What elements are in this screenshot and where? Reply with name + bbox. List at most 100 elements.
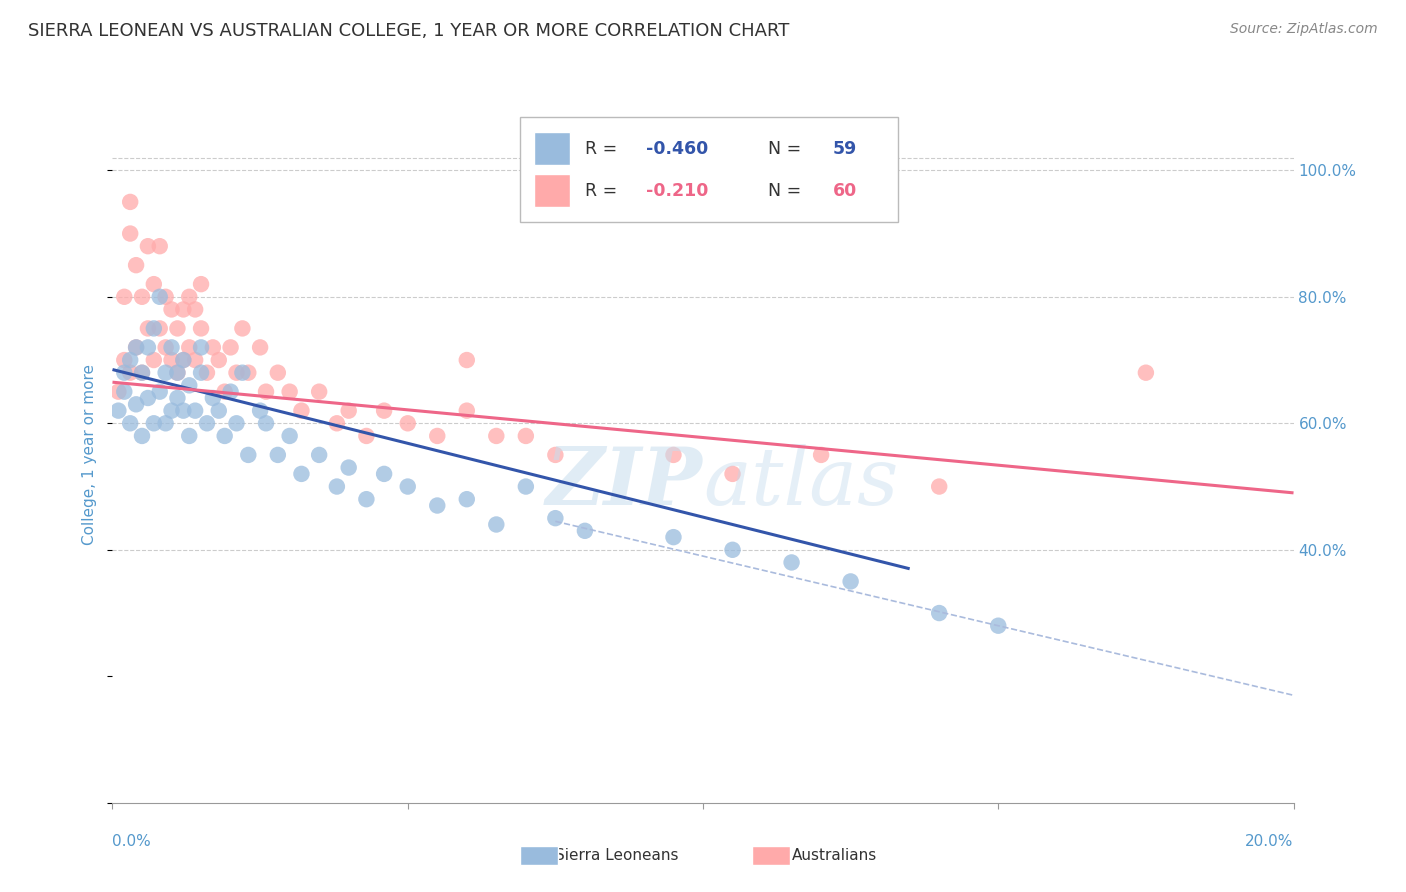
Point bbox=[928, 606, 950, 620]
Point bbox=[544, 511, 567, 525]
Point bbox=[356, 429, 378, 443]
Point bbox=[179, 340, 201, 354]
Text: 20.0%: 20.0% bbox=[1246, 834, 1294, 849]
Point bbox=[107, 384, 129, 399]
Point bbox=[987, 618, 1010, 632]
Point bbox=[721, 467, 744, 481]
Point bbox=[172, 353, 194, 368]
Point bbox=[120, 353, 142, 368]
Point bbox=[337, 460, 360, 475]
Point bbox=[125, 340, 148, 354]
Point bbox=[208, 353, 231, 368]
Point bbox=[249, 403, 271, 417]
Point bbox=[485, 429, 508, 443]
Point bbox=[172, 353, 194, 368]
Point bbox=[373, 403, 395, 417]
Point bbox=[356, 492, 378, 507]
Point bbox=[662, 530, 685, 544]
Point bbox=[136, 321, 159, 335]
Point bbox=[155, 290, 177, 304]
Text: 60: 60 bbox=[832, 182, 858, 200]
Point bbox=[149, 384, 172, 399]
Point bbox=[195, 366, 218, 380]
Point bbox=[120, 194, 142, 209]
Point bbox=[112, 290, 135, 304]
Point bbox=[166, 366, 188, 380]
Text: 59: 59 bbox=[832, 140, 858, 158]
Point bbox=[112, 366, 135, 380]
Point bbox=[426, 499, 449, 513]
Text: Source: ZipAtlas.com: Source: ZipAtlas.com bbox=[1230, 22, 1378, 37]
Point bbox=[214, 429, 236, 443]
Point bbox=[160, 353, 183, 368]
Point bbox=[219, 340, 242, 354]
Point bbox=[456, 403, 478, 417]
Point bbox=[254, 384, 277, 399]
Point bbox=[131, 429, 153, 443]
FancyBboxPatch shape bbox=[520, 118, 898, 222]
Point bbox=[166, 321, 188, 335]
Point bbox=[136, 340, 159, 354]
Point bbox=[326, 479, 349, 493]
Point bbox=[721, 542, 744, 557]
Point bbox=[112, 353, 135, 368]
Point bbox=[238, 448, 260, 462]
Point bbox=[155, 417, 177, 431]
Point bbox=[142, 277, 165, 292]
Point bbox=[290, 467, 312, 481]
Point bbox=[396, 417, 419, 431]
Point bbox=[184, 403, 207, 417]
Text: -0.210: -0.210 bbox=[647, 182, 709, 200]
Point bbox=[190, 277, 212, 292]
Point bbox=[278, 429, 301, 443]
Point bbox=[254, 417, 277, 431]
Point bbox=[120, 417, 142, 431]
Text: N =: N = bbox=[768, 182, 807, 200]
Point bbox=[112, 384, 135, 399]
Point bbox=[225, 417, 247, 431]
Point bbox=[214, 384, 236, 399]
Point bbox=[426, 429, 449, 443]
Point bbox=[131, 290, 153, 304]
Point bbox=[231, 366, 253, 380]
Point bbox=[1135, 366, 1157, 380]
Bar bbox=[534, 132, 569, 166]
Point bbox=[839, 574, 862, 589]
Point bbox=[142, 353, 165, 368]
Point bbox=[107, 403, 129, 417]
Point bbox=[267, 448, 290, 462]
Point bbox=[208, 403, 231, 417]
Y-axis label: College, 1 year or more: College, 1 year or more bbox=[82, 365, 97, 545]
Point bbox=[149, 321, 172, 335]
Point bbox=[149, 290, 172, 304]
Point bbox=[149, 239, 172, 253]
Text: ZIP: ZIP bbox=[546, 444, 703, 522]
Point bbox=[125, 397, 148, 411]
Point bbox=[125, 340, 148, 354]
Point bbox=[267, 366, 290, 380]
Point bbox=[184, 353, 207, 368]
Point bbox=[485, 517, 508, 532]
Point bbox=[131, 366, 153, 380]
Point bbox=[184, 302, 207, 317]
Point bbox=[326, 417, 349, 431]
Point bbox=[456, 492, 478, 507]
Point bbox=[201, 340, 224, 354]
Point bbox=[131, 366, 153, 380]
Point bbox=[456, 353, 478, 368]
Point bbox=[120, 227, 142, 241]
Point bbox=[290, 403, 312, 417]
Point bbox=[179, 429, 201, 443]
Text: -0.460: -0.460 bbox=[647, 140, 709, 158]
Text: N =: N = bbox=[768, 140, 807, 158]
Point bbox=[574, 524, 596, 538]
Point bbox=[780, 556, 803, 570]
Point bbox=[155, 366, 177, 380]
Point bbox=[190, 366, 212, 380]
Text: SIERRA LEONEAN VS AUSTRALIAN COLLEGE, 1 YEAR OR MORE CORRELATION CHART: SIERRA LEONEAN VS AUSTRALIAN COLLEGE, 1 … bbox=[28, 22, 790, 40]
Point bbox=[166, 366, 188, 380]
Point bbox=[160, 403, 183, 417]
Point bbox=[515, 429, 537, 443]
Point bbox=[396, 479, 419, 493]
Point bbox=[195, 417, 218, 431]
